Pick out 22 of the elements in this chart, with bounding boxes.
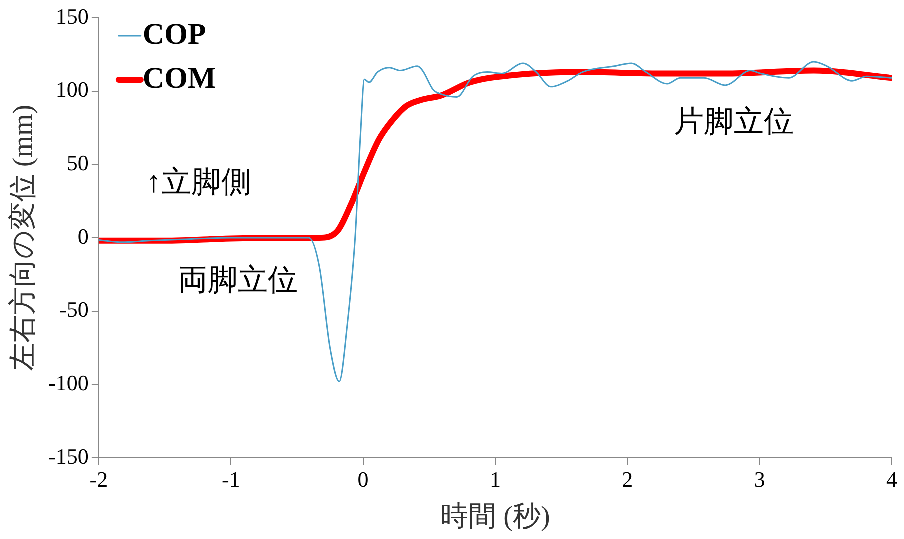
x-axis-title: 時間 (秒) [440, 502, 550, 533]
annotation: 両脚立位 [178, 264, 298, 297]
x-tick-label: 1 [490, 466, 501, 492]
line-series [98, 61, 892, 382]
x-tick-label: -1 [222, 466, 240, 492]
y-tick-label: -150 [48, 444, 89, 469]
x-tick-label: -2 [90, 466, 108, 492]
annotation: ↑立脚側 [146, 166, 252, 200]
legend-label: COP [142, 18, 206, 51]
y-tick-label: -50 [60, 297, 89, 322]
y-tick-label: 100 [56, 77, 89, 102]
y-axis-title: 左右方向の変位 (mm) [8, 104, 40, 372]
y-tick-label: 0 [78, 224, 89, 249]
y-tick-label: 50 [66, 150, 89, 176]
y-tick-label: 150 [56, 4, 89, 29]
y-tick-label: -100 [48, 370, 89, 396]
x-tick-label: 2 [622, 466, 634, 492]
x-tick-label: 4 [886, 466, 898, 492]
annotation: 片脚立位 [674, 105, 794, 138]
x-tick-label: 3 [754, 466, 766, 492]
legend-label: COM [142, 62, 216, 95]
x-tick-label: 0 [358, 466, 369, 492]
